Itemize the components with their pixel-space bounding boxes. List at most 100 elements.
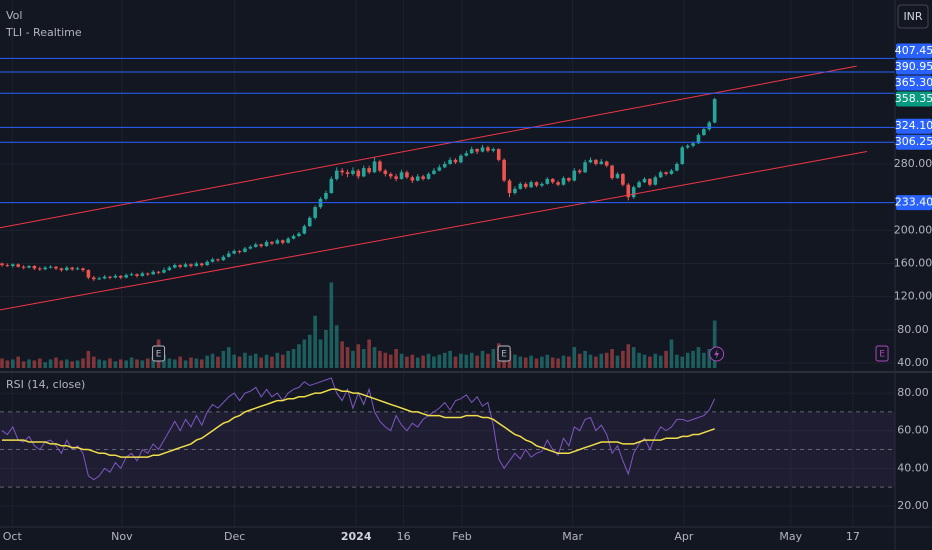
volume-bar xyxy=(356,344,361,368)
volume-bar xyxy=(291,349,296,368)
candle-body xyxy=(448,159,452,164)
candle-body xyxy=(599,161,604,164)
volume-bar xyxy=(324,330,328,368)
candle-body xyxy=(199,263,204,266)
candle-body xyxy=(189,264,193,266)
volume-bar xyxy=(151,356,155,368)
currency-box[interactable] xyxy=(897,4,929,29)
candle-body xyxy=(102,276,107,279)
candle-body xyxy=(86,270,91,278)
candle-body xyxy=(648,178,652,185)
volume-bar xyxy=(135,359,139,368)
candle-body xyxy=(156,271,161,273)
candle-body xyxy=(297,233,301,237)
candle-body xyxy=(124,275,128,278)
volume-bar xyxy=(302,339,307,368)
volume-bar xyxy=(545,354,550,368)
candle-body xyxy=(702,129,706,135)
volume-bar xyxy=(615,355,620,368)
price-label: 390.95 xyxy=(895,60,932,73)
price-label: 324.10 xyxy=(895,119,932,132)
volume-bar xyxy=(637,352,641,368)
candle-body xyxy=(324,193,328,199)
volume-bar xyxy=(243,352,247,368)
candle-body xyxy=(399,172,404,179)
candle-body xyxy=(167,267,172,271)
volume-bar xyxy=(270,356,274,368)
price-label-box xyxy=(896,59,932,75)
volume-bar xyxy=(696,347,701,368)
candle-body xyxy=(675,163,679,171)
candle-body xyxy=(405,172,409,178)
volume-bar xyxy=(129,357,134,368)
candle-body xyxy=(712,99,717,123)
candle-body xyxy=(583,162,587,173)
candle-body xyxy=(491,149,496,151)
candle-body xyxy=(664,172,668,174)
volume-bar xyxy=(286,350,290,368)
volume-bar xyxy=(405,356,409,368)
volume-bar xyxy=(658,355,663,368)
volume-bar xyxy=(378,350,382,368)
candle-body xyxy=(507,180,512,194)
candle-body xyxy=(183,264,188,267)
volume-bar xyxy=(280,354,285,368)
volume-bar xyxy=(583,350,587,368)
x-tick-label: Nov xyxy=(111,530,133,543)
candle-body xyxy=(394,176,398,179)
rsi-tick-label: 60.00 xyxy=(897,424,929,437)
volume-bar xyxy=(388,354,393,368)
candle-body xyxy=(594,159,598,164)
candle-body xyxy=(442,163,447,168)
volume-bar xyxy=(486,353,490,368)
event-box xyxy=(497,345,511,362)
price-label: 365.30 xyxy=(895,76,932,89)
price-label-box xyxy=(896,134,932,150)
volume-bar xyxy=(480,350,485,368)
volume-bar xyxy=(712,320,717,368)
volume-bar xyxy=(491,349,496,368)
candle-body xyxy=(280,240,285,243)
candle-body xyxy=(70,267,74,270)
y-tick-label: 40.00 xyxy=(897,356,929,369)
volume-bar xyxy=(464,354,469,368)
price-label-box xyxy=(896,118,932,134)
event-label: E xyxy=(501,350,507,360)
volume-bar xyxy=(442,352,447,368)
candle-body xyxy=(140,273,145,276)
event-label: E xyxy=(879,350,885,360)
candle-body xyxy=(464,153,469,156)
volume-bar xyxy=(675,354,679,368)
candle-body xyxy=(545,178,550,184)
price-label: 233.40 xyxy=(895,196,932,209)
candle-body xyxy=(480,147,485,152)
volume-bar xyxy=(540,356,544,368)
volume-bar xyxy=(232,354,236,368)
candle-body xyxy=(81,268,85,271)
rsi-tick-label: 40.00 xyxy=(897,461,929,474)
event-label: E xyxy=(156,350,162,360)
candle-body xyxy=(567,178,571,181)
price-label: 407.45 xyxy=(895,44,932,57)
candle-body xyxy=(426,173,431,179)
volume-bar xyxy=(351,350,355,368)
volume-bar xyxy=(621,350,625,368)
volume-bar xyxy=(216,356,220,368)
symbol-label: TLI - Realtime xyxy=(5,26,82,39)
candle-body xyxy=(178,265,182,267)
candle-body xyxy=(243,248,247,252)
volume-bar xyxy=(513,354,517,368)
candle-body xyxy=(421,176,425,179)
x-tick-label: Mar xyxy=(562,530,583,543)
volume-label: Vol xyxy=(6,9,22,22)
candle-body xyxy=(43,267,47,270)
candle-body xyxy=(459,155,463,163)
volume-bar xyxy=(669,339,674,368)
volume-bar xyxy=(550,357,555,368)
volume-bar xyxy=(145,358,150,368)
volume-bar xyxy=(372,347,377,368)
volume-bar xyxy=(183,360,188,368)
trendline xyxy=(0,151,868,311)
currency[interactable]: INR xyxy=(903,10,922,23)
